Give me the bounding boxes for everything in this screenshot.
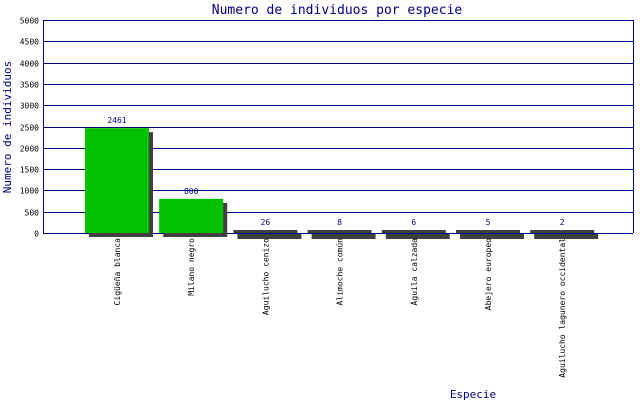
bar bbox=[85, 128, 149, 233]
data-label: 800 bbox=[184, 187, 199, 196]
data-labels: 2461 800 26 8 6 5 2 bbox=[107, 116, 564, 227]
x-tick-label: Aguilucho lagunero occidental bbox=[558, 238, 567, 378]
bar bbox=[233, 230, 298, 233]
data-label: 26 bbox=[261, 218, 271, 227]
chart-title: Numero de individuos por especie bbox=[212, 3, 463, 18]
bar bbox=[307, 230, 372, 233]
y-tick-label: 5000 bbox=[20, 17, 39, 26]
x-tick-label: Cigüeña blanca bbox=[113, 238, 122, 306]
x-tick-label: Milano negro bbox=[187, 238, 196, 296]
bar bbox=[159, 198, 224, 233]
y-tick-label: 2500 bbox=[20, 124, 39, 133]
x-tick-labels: Cigüeña blanca Milano negro Aguilucho ceni… bbox=[113, 238, 567, 378]
bar bbox=[381, 230, 446, 233]
bar-shadow bbox=[534, 234, 599, 239]
y-tick-label: 4500 bbox=[20, 38, 39, 47]
x-tick-label: Alimoche común bbox=[336, 238, 345, 306]
bar-shadow bbox=[460, 234, 524, 239]
y-tick-label: 3000 bbox=[20, 102, 39, 111]
y-tick-label: 1000 bbox=[20, 187, 39, 196]
x-tick-label: Águila calzada bbox=[408, 238, 419, 306]
y-tick-labels: 0 500 1000 1500 2000 2500 3000 3500 4000 4500 5000 bbox=[20, 17, 39, 239]
bar-shadow bbox=[385, 234, 450, 239]
y-tick-label: 4000 bbox=[20, 60, 39, 69]
y-tick-label: 3500 bbox=[20, 81, 39, 90]
y-tick-label: 2000 bbox=[20, 145, 39, 154]
bar bbox=[530, 230, 595, 233]
bar-shadow bbox=[237, 234, 302, 239]
data-label: 2 bbox=[560, 218, 565, 227]
x-axis-label: Especie bbox=[450, 388, 496, 400]
data-label: 2461 bbox=[107, 116, 126, 125]
x-tick-label: Abejero europeo bbox=[484, 238, 493, 310]
y-axis-label: Numero de individuos bbox=[1, 61, 14, 193]
x-tick-label: Aguilucho cenizo bbox=[261, 238, 270, 315]
y-tick-label: 1500 bbox=[20, 166, 39, 175]
bar-shadow bbox=[311, 234, 376, 239]
data-label: 8 bbox=[337, 218, 342, 227]
bars bbox=[85, 128, 599, 239]
y-tick-label: 500 bbox=[25, 209, 40, 218]
data-label: 5 bbox=[486, 218, 491, 227]
y-tick-label: 0 bbox=[34, 230, 39, 239]
bar bbox=[456, 230, 520, 233]
data-label: 6 bbox=[411, 218, 416, 227]
